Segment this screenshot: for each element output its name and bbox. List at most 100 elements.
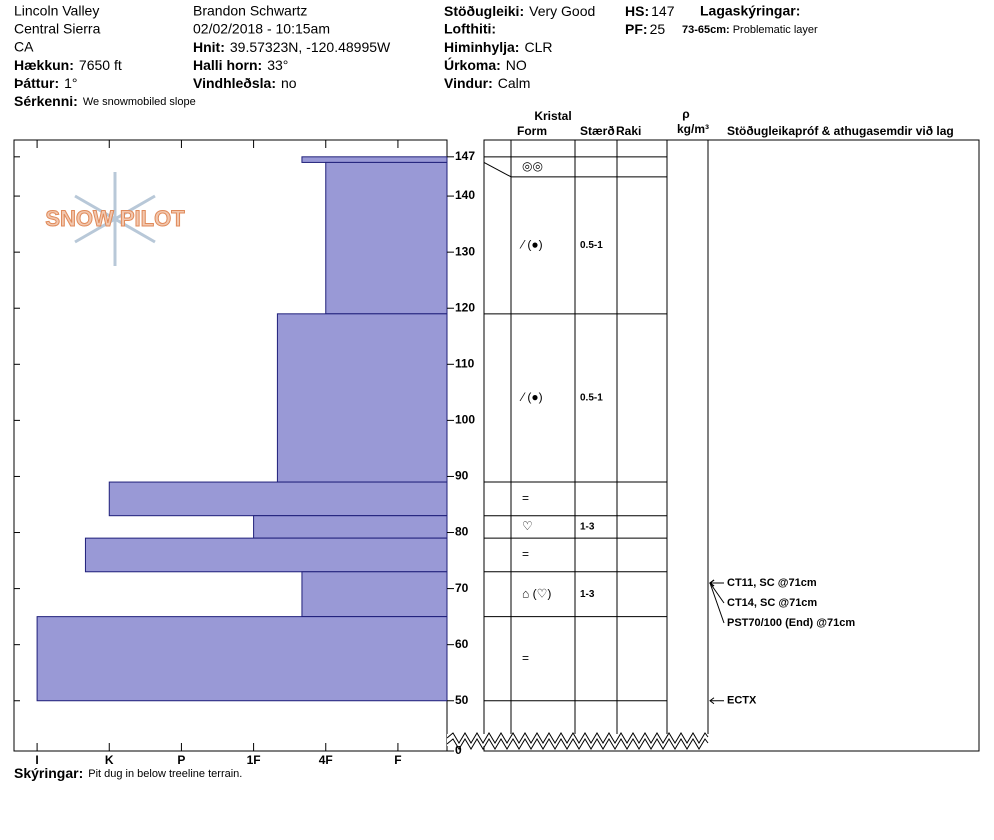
hardness-bar <box>301 156 448 163</box>
y-tick-label: 140 <box>455 188 475 202</box>
grain-form: = <box>522 491 529 505</box>
header-form: Form <box>517 124 547 138</box>
range: 73-65cm: <box>682 24 730 36</box>
snowflake <box>74 194 156 244</box>
layer-connector <box>483 161 512 178</box>
hardness-bar <box>108 481 448 517</box>
observer: Brandon Schwartz <box>193 3 307 19</box>
wind: Vindur: Calm <box>444 75 530 91</box>
x-tick-label: F <box>394 753 401 767</box>
footer: Skýringar: Pit dug in below treeline terr… <box>14 765 242 781</box>
test-label: CT11, SC @71cm <box>727 577 817 589</box>
plot: I K P 1F 4F F 50 60 70 80 90 100 110 120 130 140 147 0 ◎◎ ⁄… <box>14 140 855 767</box>
y-tick-label: 0 <box>455 743 462 757</box>
y-tick-label: 80 <box>455 525 469 539</box>
value: 147 <box>651 3 675 19</box>
label: Vindur: <box>444 75 493 91</box>
test-arrowhead <box>709 697 715 705</box>
value: We snowmobiled slope <box>83 96 196 108</box>
value: CLR <box>524 39 552 55</box>
grain-form: ⁄ (●) <box>519 390 543 404</box>
grain-size: 1-3 <box>580 589 595 600</box>
hardness-bar <box>276 313 448 483</box>
y-tick-label: 110 <box>455 356 475 370</box>
label: Hnit: <box>193 39 225 55</box>
label: PF: <box>625 21 648 37</box>
logo-text: SNOW PILOT <box>45 206 185 231</box>
hardness-bar <box>84 537 448 573</box>
y-tick-label: 120 <box>455 300 475 314</box>
test-arrow <box>709 582 725 604</box>
hardness-bar <box>253 515 448 539</box>
label: Þáttur: <box>14 75 59 91</box>
break-gap <box>447 734 709 746</box>
test-arrow <box>709 582 725 624</box>
elevation: Hækkun: 7650 ft <box>14 57 122 73</box>
test-arrowhead <box>709 579 715 587</box>
break-line <box>446 738 709 750</box>
value: 1° <box>64 75 77 91</box>
axis-break <box>446 732 709 750</box>
grain-size: 0.5-1 <box>580 393 603 404</box>
grain-form: = <box>522 651 529 665</box>
hardness-bar <box>301 571 448 618</box>
label: Vindhleðsla: <box>193 75 276 91</box>
x-tick-label: I <box>35 753 38 767</box>
x-tick-label: 4F <box>319 753 333 767</box>
y-tick-label: 100 <box>455 413 475 427</box>
label: Stöðugleiki: <box>444 3 524 19</box>
state: CA <box>14 39 34 55</box>
label: Halli horn: <box>193 57 262 73</box>
grain-size: 1-3 <box>580 522 595 533</box>
layer-notes-title: Lagaskýringar: <box>700 3 800 19</box>
header-moisture: Raki <box>616 124 641 138</box>
test-label: ECTX <box>727 695 757 707</box>
grain-size: 0.5-1 <box>580 240 603 251</box>
grain-form: = <box>522 547 529 561</box>
label: Hækkun: <box>14 57 74 73</box>
table-header: Kristal Form Stærð Raki ρ kg/m³ Stöðugle… <box>517 107 954 138</box>
hardness-bar <box>325 161 448 315</box>
features: Sérkenni: We snowmobiled slope <box>14 93 196 109</box>
value: Calm <box>498 75 531 91</box>
value: 39.57323N, -120.48995W <box>230 39 391 55</box>
wind-loading: Vindhleðsla: no <box>193 75 297 91</box>
break-line <box>446 732 709 744</box>
y-tick-label: 50 <box>455 693 469 707</box>
coordinates: Hnit: 39.57323N, -120.48995W <box>193 39 391 55</box>
datetime: 02/02/2018 - 10:15am <box>193 21 330 37</box>
grain-form: ⌂ (♡) <box>522 586 551 600</box>
label: Himinhylja: <box>444 39 519 55</box>
header-crystal: Kristal <box>534 109 571 123</box>
value: Very Good <box>529 3 595 19</box>
air-temp: Lofthiti: <box>444 21 496 37</box>
label: Sérkenni: <box>14 93 78 109</box>
hs: HS: 147 <box>625 3 675 19</box>
logo: SNOW PILOT <box>45 172 186 266</box>
header-size: Stærð <box>580 124 615 138</box>
precip: Úrkoma: NO <box>444 56 527 73</box>
value: 25 <box>650 21 666 37</box>
header-density-unit: kg/m³ <box>677 122 709 136</box>
y-tick-label: 130 <box>455 244 475 258</box>
label: Skýringar: <box>14 765 83 781</box>
x-tick-label: P <box>177 753 185 767</box>
stability: Stöðugleiki: Very Good <box>444 3 595 19</box>
text: Pit dug in below treeline terrain. <box>88 768 242 780</box>
range: Central Sierra <box>14 21 101 37</box>
value: 7650 ft <box>79 57 122 73</box>
label: HS: <box>625 3 649 19</box>
sky: Himinhylja: CLR <box>444 39 552 55</box>
hardness-bar <box>36 616 448 702</box>
label: Úrkoma: <box>444 56 501 73</box>
x-tick-label: 1F <box>247 753 261 767</box>
layer-note: 73-65cm: Problematic layer <box>682 24 818 36</box>
grain-form: ⁄ (●) <box>519 237 543 251</box>
grain-form: ♡ <box>522 519 533 533</box>
value: NO <box>506 57 527 73</box>
aspect: Þáttur: 1° <box>14 75 78 91</box>
header-density: ρ <box>682 107 689 121</box>
value: no <box>281 75 297 91</box>
